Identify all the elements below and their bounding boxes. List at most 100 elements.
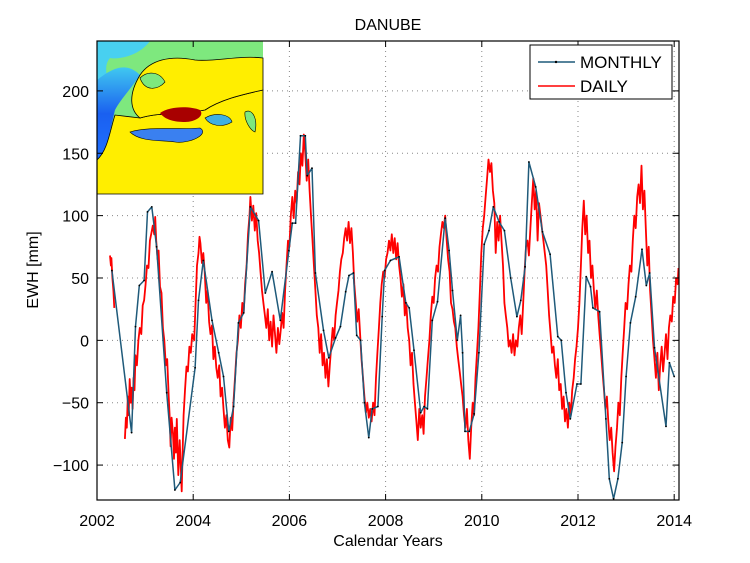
monthly-point (468, 430, 471, 433)
monthly-point (528, 161, 530, 163)
monthly-point (459, 314, 462, 317)
monthly-point (150, 206, 153, 208)
x-axis-label: Calendar Years (333, 533, 442, 550)
monthly-point (451, 289, 454, 292)
monthly-point (461, 351, 464, 354)
inset-map-baltic (139, 72, 166, 89)
legend-marker-monthly (554, 60, 558, 64)
monthly-point (629, 322, 632, 324)
monthly-point (381, 315, 384, 318)
monthly-point (580, 383, 582, 385)
monthly-point (327, 356, 330, 359)
monthly-point (322, 329, 325, 332)
inset-map-sea-north (97, 41, 150, 90)
x-tick-label: 2004 (175, 513, 211, 530)
monthly-point (179, 481, 182, 484)
inset-map-danube-basin (160, 107, 202, 122)
monthly-point (311, 167, 313, 170)
monthly-point (398, 255, 400, 258)
monthly-point (304, 134, 307, 137)
axes-box (96, 40, 680, 501)
monthly-point (344, 290, 347, 293)
monthly-point (448, 249, 450, 252)
monthly-point (138, 284, 141, 287)
monthly-point (306, 174, 309, 177)
monthly-point (165, 391, 168, 394)
monthly-point (355, 334, 358, 337)
monthly-point (232, 405, 235, 408)
monthly-point (556, 335, 559, 338)
monthly-point (264, 292, 267, 294)
monthly-point (617, 477, 619, 480)
monthly-point (227, 430, 230, 433)
monthly-point (174, 489, 176, 491)
daily-series-line (109, 255, 116, 308)
monthly-point (498, 221, 500, 223)
monthly-point (585, 275, 588, 278)
monthly-point (334, 337, 337, 339)
y-tick-label: −100 (53, 458, 89, 475)
monthly-point (143, 279, 146, 282)
monthly-point (294, 222, 297, 225)
monthly-point (352, 272, 355, 274)
monthly-point (146, 211, 149, 213)
grid (96, 41, 679, 500)
monthly-point (291, 222, 294, 225)
x-tick-label: 2010 (464, 513, 500, 530)
monthly-point (299, 134, 302, 137)
monthly-point (509, 277, 512, 279)
monthly-point (534, 186, 537, 188)
monthly-point (111, 269, 113, 272)
monthly-point (549, 253, 551, 256)
monthly-point (625, 375, 627, 378)
monthly-point (271, 270, 273, 273)
monthly-point (598, 310, 601, 313)
series-layer (109, 133, 679, 500)
monthly-point (524, 265, 526, 268)
monthly-point (359, 339, 362, 342)
monthly-point (367, 436, 370, 439)
monthly-point (155, 245, 158, 248)
monthly-point (653, 346, 656, 349)
inset-map-mediterranean (129, 127, 203, 143)
monthly-point (217, 351, 220, 354)
inset-map (96, 41, 264, 195)
monthly-point (569, 418, 572, 420)
chart-title: DANUBE (355, 17, 422, 34)
y-tick-label: 50 (71, 271, 89, 288)
monthly-point (634, 295, 637, 298)
monthly-point (348, 274, 350, 277)
monthly-point (492, 206, 495, 208)
monthly-point (237, 322, 240, 324)
ticks (96, 41, 679, 500)
monthly-point (503, 229, 506, 232)
monthly-point (413, 349, 415, 352)
monthly-point (134, 325, 137, 328)
monthly-point (478, 351, 480, 354)
x-tick-label: 2006 (272, 513, 308, 530)
y-tick-label: 200 (62, 84, 89, 101)
monthly-point (673, 375, 676, 378)
monthly-point (377, 405, 379, 408)
legend-label-daily: DAILY (580, 77, 628, 96)
monthly-point (576, 383, 578, 385)
monthly-point (621, 441, 624, 444)
monthly-point (130, 431, 133, 434)
inset-map-atlantic (97, 67, 140, 160)
monthly-point (194, 366, 197, 369)
monthly-point (202, 259, 205, 262)
tick-labels: 2002 2004 2006 2008 2010 2012 2014 −100 −50 0 50 10… (53, 84, 692, 530)
y-tick-label: −50 (62, 396, 89, 413)
monthly-point (419, 411, 422, 414)
x-tick-label: 2012 (560, 513, 596, 530)
legend-box (529, 44, 673, 100)
monthly-point (404, 302, 407, 304)
monthly-point (560, 339, 563, 342)
monthly-point (383, 269, 386, 272)
monthly-point (541, 230, 544, 233)
monthly-point (456, 339, 459, 342)
monthly-point (222, 375, 225, 378)
legend: MONTHLY DAILY (529, 44, 673, 100)
monthly-point (279, 319, 282, 322)
